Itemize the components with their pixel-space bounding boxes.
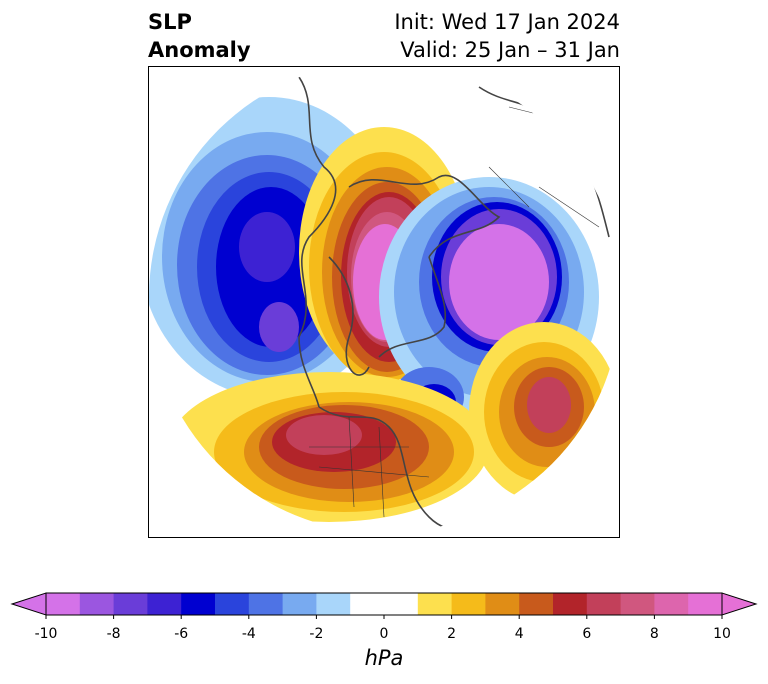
colorbar-bin [586, 593, 622, 615]
map-title-variable: SLP Anomaly [148, 8, 251, 64]
colorbar-tick-label: 10 [713, 626, 731, 642]
map-panel [148, 66, 620, 538]
title-line-2: Anomaly [148, 38, 251, 62]
colorbar-bin [384, 593, 419, 615]
colorbar-tick-label: -4 [241, 626, 256, 642]
colorbar-bin [147, 593, 182, 615]
colorbar-tick-label: 8 [649, 626, 659, 642]
init-date: Init: Wed 17 Jan 2024 [394, 10, 620, 34]
map-title-dates: Init: Wed 17 Jan 2024 Valid: 25 Jan – 31… [394, 8, 620, 64]
colorbar-tick-label: -2 [309, 626, 324, 642]
anomaly-field [149, 67, 619, 533]
colorbar-bin [46, 593, 81, 615]
valid-range: Valid: 25 Jan – 31 Jan [400, 38, 620, 62]
colorbar-tick-label: 6 [582, 626, 592, 642]
colorbar-bin [485, 593, 520, 615]
colorbar-bin [519, 593, 554, 615]
colorbar-bin [316, 593, 351, 615]
colorbar-tick-label: 2 [447, 626, 457, 642]
high-anomaly-pacific [469, 322, 619, 502]
colorbar-bin [620, 593, 655, 615]
colorbar-bin [79, 593, 115, 615]
colorbar [10, 592, 758, 619]
colorbar-bin [417, 593, 453, 615]
colorbar-under-arrow [10, 592, 47, 616]
colorbar-bin [113, 593, 148, 615]
colorbar-tick-label: -10 [34, 626, 58, 642]
colorbar-bin [688, 593, 723, 615]
colorbar-bin [451, 593, 486, 615]
colorbar-bin [654, 593, 689, 615]
colorbar-tick-label: 0 [379, 626, 389, 642]
colorbar-bin [553, 593, 588, 615]
colorbar-bin [215, 593, 250, 615]
colorbar-over-arrow [721, 592, 758, 616]
colorbar-bin [248, 593, 284, 615]
colorbar-bin [282, 593, 317, 615]
colorbar-units: hPa [364, 646, 404, 670]
colorbar-tick-label: -8 [106, 626, 121, 642]
colorbar-bin [181, 593, 216, 615]
colorbar-tick-label: -6 [174, 626, 189, 642]
title-line-1: SLP [148, 10, 192, 34]
colorbar-tick-label: 4 [514, 626, 524, 642]
anomaly-map [149, 67, 619, 533]
colorbar-bin [350, 593, 385, 615]
